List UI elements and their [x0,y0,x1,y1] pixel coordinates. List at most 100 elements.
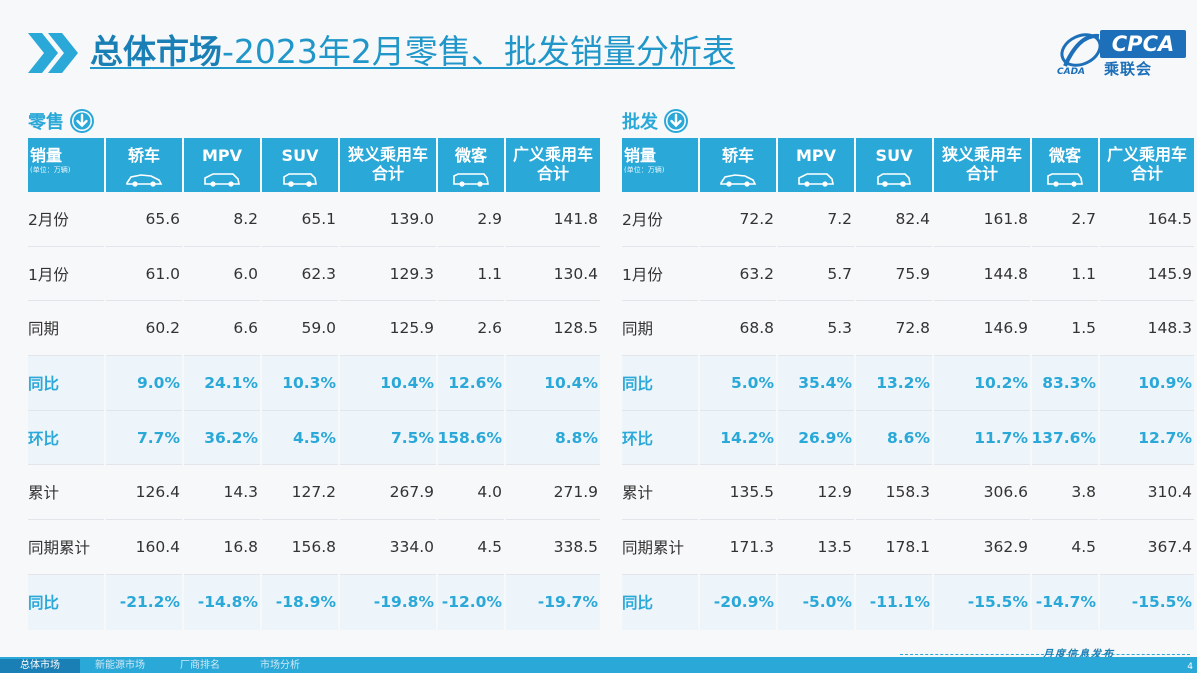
col-narrow-line1: 狭义乘用车 [941,145,1022,164]
table-cell: 146.9 [934,301,1030,357]
retail-table: 销量 (单位：万辆) 轿车 MPV SUV 狭义乘用车 合计 微客 广义乘用车 合计 … [28,138,600,630]
table-cell: -18.9% [262,574,338,630]
table-cell: 164.5 [1100,192,1194,247]
row-label: 同比 [28,356,104,411]
table-cell: 141.8 [506,192,600,247]
col-broad-line1: 广义乘用车 [1106,145,1187,164]
table-cell: 35.4% [778,356,854,411]
table-cell: 367.4 [1100,520,1194,575]
tab-new-energy[interactable]: 新能源市场 [95,660,145,671]
row-label: 累计 [622,465,698,521]
table-cell: 2.7 [1032,192,1098,247]
table-cell: 158.3 [856,465,932,521]
row-label: 环比 [622,410,698,466]
table-cell: 7.5% [340,410,436,466]
col-header-narrow-total: 狭义乘用车 合计 [340,138,436,192]
col-broad-line1: 广义乘用车 [512,145,593,164]
tab-market-analysis[interactable]: 市场分析 [260,660,300,671]
table-cell: 60.2 [106,301,182,357]
table-cell: 13.5 [778,520,854,575]
table-cell: 158.6% [437,410,504,466]
col-header-suv: SUV [262,138,338,192]
table-cell: 10.2% [934,356,1030,411]
row-label: 2月份 [622,192,698,247]
table-cell: 139.0 [340,192,436,247]
wholesale-label: 批发 [622,112,658,133]
table-cell: 12.6% [438,356,504,411]
table-cell: 334.0 [340,520,436,575]
wholesale-header-row: 销量 (单位：万辆) 轿车 MPV SUV 狭义乘用车 合计 微客 广义乘用车 合计 [622,138,1194,192]
double-chevron-icon [28,33,78,73]
table-cell: 72.2 [700,192,776,247]
table-cell: 10.3% [262,356,338,411]
cpca-logo-text: CPCA [1100,30,1186,58]
mpv-icon [798,173,834,187]
table-cell: 362.9 [934,520,1030,575]
table-cell: 156.8 [262,520,338,575]
col-suv-label: SUV [875,146,913,165]
tab-maker-ranking[interactable]: 厂商排名 [180,660,220,671]
table-cell: 1.1 [1032,247,1098,302]
table-cell: 75.9 [856,247,932,302]
footer-caption: 月度信息发布 [1043,649,1115,660]
row-label: 同期累计 [622,520,698,575]
table-cell: 2.9 [438,192,504,247]
table-cell: 12.7% [1100,410,1194,466]
table-cell: 63.2 [700,247,776,302]
retail-label: 零售 [28,112,64,133]
col-sales-label: 销量 [624,146,657,165]
mpv-icon [204,173,240,187]
table-cell: 8.2 [184,192,260,247]
footer-tabs: 总体市场 新能源市场 厂商排名 市场分析 [0,659,320,673]
arrow-down-circle-icon [70,109,94,133]
table-cell: 160.4 [106,520,182,575]
table-cell: -14.8% [184,574,260,630]
table-cell: 8.6% [856,410,932,466]
table-cell: 13.2% [856,356,932,411]
page-number: 4 [1187,662,1193,672]
table-cell: 1.5 [1032,301,1098,357]
row-label: 2月份 [28,192,104,247]
row-label: 1月份 [28,247,104,302]
col-header-sedan: 轿车 [700,138,776,192]
table-cell: 6.6 [184,301,260,357]
col-unit-label: (单位：万辆) [30,166,71,174]
table-cell: 61.0 [106,247,182,302]
row-label: 环比 [28,410,104,466]
wholesale-body: 2月份 72.2 7.2 82.4 161.8 2.7 164.5 1月份 63.2 5.7 75.… [622,192,1194,630]
table-cell: 5.3 [778,301,854,357]
table-cell: 137.6% [1031,410,1098,466]
table-cell: -19.8% [340,574,436,630]
title-bold: 总体市场 [90,32,222,71]
col-mini-label: 微客 [1048,146,1081,165]
table-cell: 145.9 [1100,247,1194,302]
col-mini-label: 微客 [454,146,487,165]
slide-header: 总体市场-2023年2月零售、批发销量分析表 CADA CPCA 乘联会 [0,0,1197,100]
suv-icon [283,173,317,187]
logo-small-text: CADA [1057,67,1085,76]
col-header-mpv: MPV [184,138,260,192]
table-cell: 6.0 [184,247,260,302]
table-cell: 14.2% [700,410,776,466]
table-cell: 7.7% [106,410,182,466]
minivan-icon [453,173,489,187]
wholesale-table: 销量 (单位：万辆) 轿车 MPV SUV 狭义乘用车 合计 微客 广义乘用车 合计 … [622,138,1194,630]
row-label: 累计 [28,465,104,521]
table-cell: 11.7% [934,410,1030,466]
table-cell: 4.5 [438,520,504,575]
row-label: 1月份 [622,247,698,302]
cpca-swoosh-logo: CADA [1057,33,1102,76]
table-cell: 127.2 [262,465,338,521]
tab-overall-market[interactable]: 总体市场 [0,659,80,673]
retail-header-row: 销量 (单位：万辆) 轿车 MPV SUV 狭义乘用车 合计 微客 广义乘用车 合计 [28,138,600,192]
table-cell: 72.8 [856,301,932,357]
sedan-icon [126,174,163,187]
retail-section-label: 零售 [28,108,94,134]
page-title: 总体市场-2023年2月零售、批发销量分析表 [90,30,735,74]
row-label: 同比 [28,574,104,630]
table-cell: 271.9 [506,465,600,521]
table-cell: -5.0% [778,574,854,630]
table-cell: 65.1 [262,192,338,247]
col-narrow-line2: 合计 [965,164,998,183]
table-cell: 135.5 [700,465,776,521]
